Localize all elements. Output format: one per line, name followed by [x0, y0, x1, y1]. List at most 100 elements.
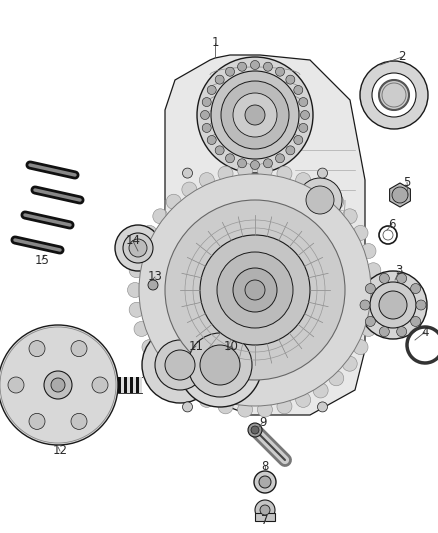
Circle shape [306, 186, 334, 214]
Circle shape [215, 146, 224, 155]
Circle shape [342, 209, 357, 224]
Circle shape [370, 282, 416, 328]
Circle shape [71, 341, 87, 357]
Circle shape [276, 154, 285, 163]
Circle shape [178, 323, 262, 407]
Circle shape [379, 273, 389, 284]
Circle shape [248, 423, 262, 437]
Circle shape [372, 73, 416, 117]
Circle shape [29, 414, 45, 430]
Circle shape [379, 80, 409, 110]
Circle shape [318, 168, 328, 178]
Circle shape [360, 300, 370, 310]
Circle shape [0, 325, 118, 445]
Circle shape [245, 105, 265, 125]
Circle shape [142, 340, 157, 354]
Circle shape [201, 110, 209, 119]
Circle shape [233, 268, 277, 312]
Circle shape [366, 302, 381, 317]
Bar [255, 513, 275, 521]
Circle shape [277, 166, 292, 181]
Circle shape [397, 327, 406, 337]
Circle shape [366, 263, 381, 278]
Circle shape [153, 209, 168, 224]
Circle shape [360, 61, 428, 129]
Text: 12: 12 [53, 445, 67, 457]
Circle shape [237, 159, 247, 168]
Circle shape [259, 476, 271, 488]
Circle shape [182, 383, 197, 398]
Text: 3: 3 [396, 264, 403, 278]
Text: 2: 2 [398, 51, 406, 63]
Circle shape [329, 371, 344, 386]
Bar [136, 377, 139, 393]
Circle shape [255, 500, 275, 520]
Circle shape [44, 371, 72, 399]
Bar [121, 377, 124, 393]
Circle shape [199, 392, 214, 407]
Circle shape [129, 263, 144, 278]
Circle shape [286, 75, 295, 84]
Circle shape [276, 67, 285, 76]
Circle shape [286, 146, 295, 155]
Circle shape [218, 166, 233, 181]
Circle shape [71, 414, 87, 430]
Circle shape [367, 282, 382, 297]
Circle shape [379, 291, 407, 319]
Circle shape [277, 399, 292, 414]
Circle shape [258, 402, 272, 417]
Circle shape [179, 264, 211, 296]
Circle shape [8, 377, 24, 393]
Circle shape [51, 378, 65, 392]
Circle shape [296, 392, 311, 407]
Circle shape [200, 345, 240, 385]
Circle shape [254, 471, 276, 493]
Circle shape [416, 300, 426, 310]
Circle shape [129, 239, 147, 257]
Circle shape [263, 159, 272, 168]
Circle shape [92, 377, 108, 393]
Text: 11: 11 [188, 340, 204, 352]
Circle shape [153, 356, 168, 371]
Bar [127, 377, 130, 393]
Circle shape [202, 124, 211, 132]
Circle shape [134, 244, 149, 259]
Bar [130, 377, 133, 393]
Text: 5: 5 [403, 175, 411, 189]
Circle shape [199, 173, 214, 188]
Circle shape [260, 505, 270, 515]
Circle shape [294, 85, 303, 94]
Circle shape [361, 321, 376, 336]
Bar [133, 377, 136, 393]
Circle shape [379, 327, 389, 337]
Text: 13: 13 [148, 271, 162, 284]
Circle shape [142, 327, 218, 403]
Circle shape [299, 98, 308, 107]
Bar [139, 377, 142, 393]
Circle shape [202, 98, 211, 107]
Circle shape [365, 317, 375, 326]
Circle shape [142, 225, 157, 240]
Circle shape [115, 225, 161, 271]
Circle shape [197, 57, 313, 173]
Circle shape [218, 399, 233, 414]
Circle shape [207, 85, 216, 94]
Circle shape [329, 194, 344, 209]
Circle shape [217, 252, 293, 328]
Circle shape [123, 233, 153, 263]
Circle shape [353, 225, 368, 240]
Circle shape [139, 174, 371, 406]
Circle shape [251, 426, 259, 434]
Circle shape [299, 124, 308, 132]
Circle shape [245, 280, 265, 300]
Polygon shape [165, 55, 365, 415]
Circle shape [361, 244, 376, 259]
Circle shape [392, 187, 408, 203]
Bar [124, 377, 127, 393]
Bar [118, 377, 121, 393]
Circle shape [200, 235, 310, 345]
Circle shape [294, 135, 303, 144]
Circle shape [313, 182, 328, 197]
Circle shape [166, 371, 181, 386]
Circle shape [251, 61, 259, 69]
